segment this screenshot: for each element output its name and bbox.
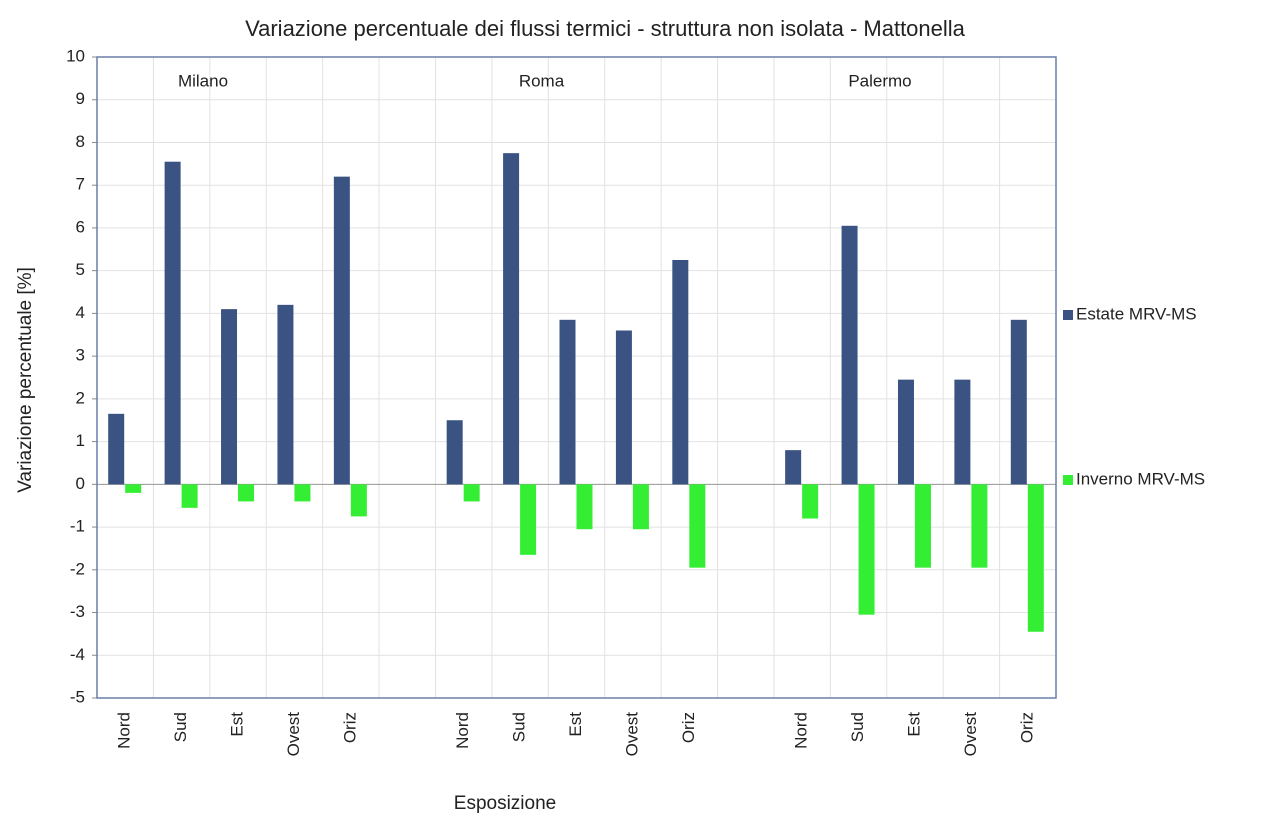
bar (576, 484, 593, 530)
bar (1010, 319, 1027, 485)
bar (615, 330, 632, 485)
x-tick-label: Oriz (340, 712, 359, 743)
x-tick-label: Oriz (679, 712, 698, 743)
bar (520, 484, 537, 555)
bar (1027, 484, 1044, 632)
y-tick-label: 5 (76, 260, 85, 279)
y-axis-title: Variazione percentuale [%] (15, 267, 36, 493)
legend-label: Inverno MRV-MS (1076, 469, 1205, 488)
y-tick-label: -2 (70, 559, 85, 578)
y-tick-label: -3 (70, 602, 85, 621)
bar (125, 484, 142, 493)
y-tick-label: 2 (76, 388, 85, 407)
y-tick-label: -4 (70, 645, 85, 664)
bar (238, 484, 255, 502)
y-tick-label: 8 (76, 132, 85, 151)
x-tick-label: Nord (453, 712, 472, 749)
y-tick-label: -1 (70, 517, 85, 536)
y-tick-label: -5 (70, 687, 85, 706)
chart-title: Variazione percentuale dei flussi termic… (245, 16, 966, 41)
bar (559, 319, 576, 485)
group-label: Roma (519, 71, 565, 90)
bar (503, 153, 520, 485)
bar (446, 420, 463, 485)
y-tick-label: 9 (76, 89, 85, 108)
bar (350, 484, 367, 517)
y-tick-label: 3 (76, 346, 85, 365)
legend-label: Estate MRV-MS (1076, 304, 1197, 323)
legend-swatch (1063, 475, 1073, 485)
x-tick-label: Oriz (1017, 712, 1036, 743)
bar (333, 176, 350, 485)
x-tick-label: Nord (115, 712, 134, 749)
bar (785, 450, 802, 485)
bar (463, 484, 480, 502)
plot-border (96, 56, 1057, 699)
x-tick-label: Est (566, 712, 585, 737)
x-tick-label: Est (228, 712, 247, 737)
bar (897, 379, 914, 485)
y-tick-label: 10 (66, 46, 85, 65)
x-tick-label: Ovest (284, 712, 303, 757)
bar (277, 304, 294, 485)
bar (841, 225, 858, 485)
group-label: Milano (178, 71, 228, 90)
bar (181, 484, 198, 508)
bar (858, 484, 875, 615)
bar (672, 259, 689, 485)
bar (689, 484, 706, 568)
bar (632, 484, 649, 530)
y-tick-label: 7 (76, 175, 85, 194)
bar (221, 309, 238, 485)
x-axis-title: Esposizione (454, 793, 556, 814)
legend-swatch (1063, 310, 1073, 320)
y-tick-label: 0 (76, 474, 85, 493)
x-tick-label: Ovest (961, 712, 980, 757)
bar (108, 413, 125, 485)
bar (971, 484, 988, 568)
bar (294, 484, 311, 502)
x-tick-label: Sud (171, 712, 190, 742)
x-tick-label: Ovest (622, 712, 641, 757)
bar (954, 379, 971, 485)
y-tick-label: 1 (76, 431, 85, 450)
x-tick-label: Sud (510, 712, 529, 742)
y-tick-label: 6 (76, 217, 85, 236)
x-tick-label: Sud (848, 712, 867, 742)
bar (802, 484, 819, 519)
x-tick-label: Nord (792, 712, 811, 749)
bar (164, 161, 181, 485)
y-tick-label: 4 (76, 303, 85, 322)
x-tick-label: Est (904, 712, 923, 737)
group-label: Palermo (848, 71, 911, 90)
bar (914, 484, 931, 568)
